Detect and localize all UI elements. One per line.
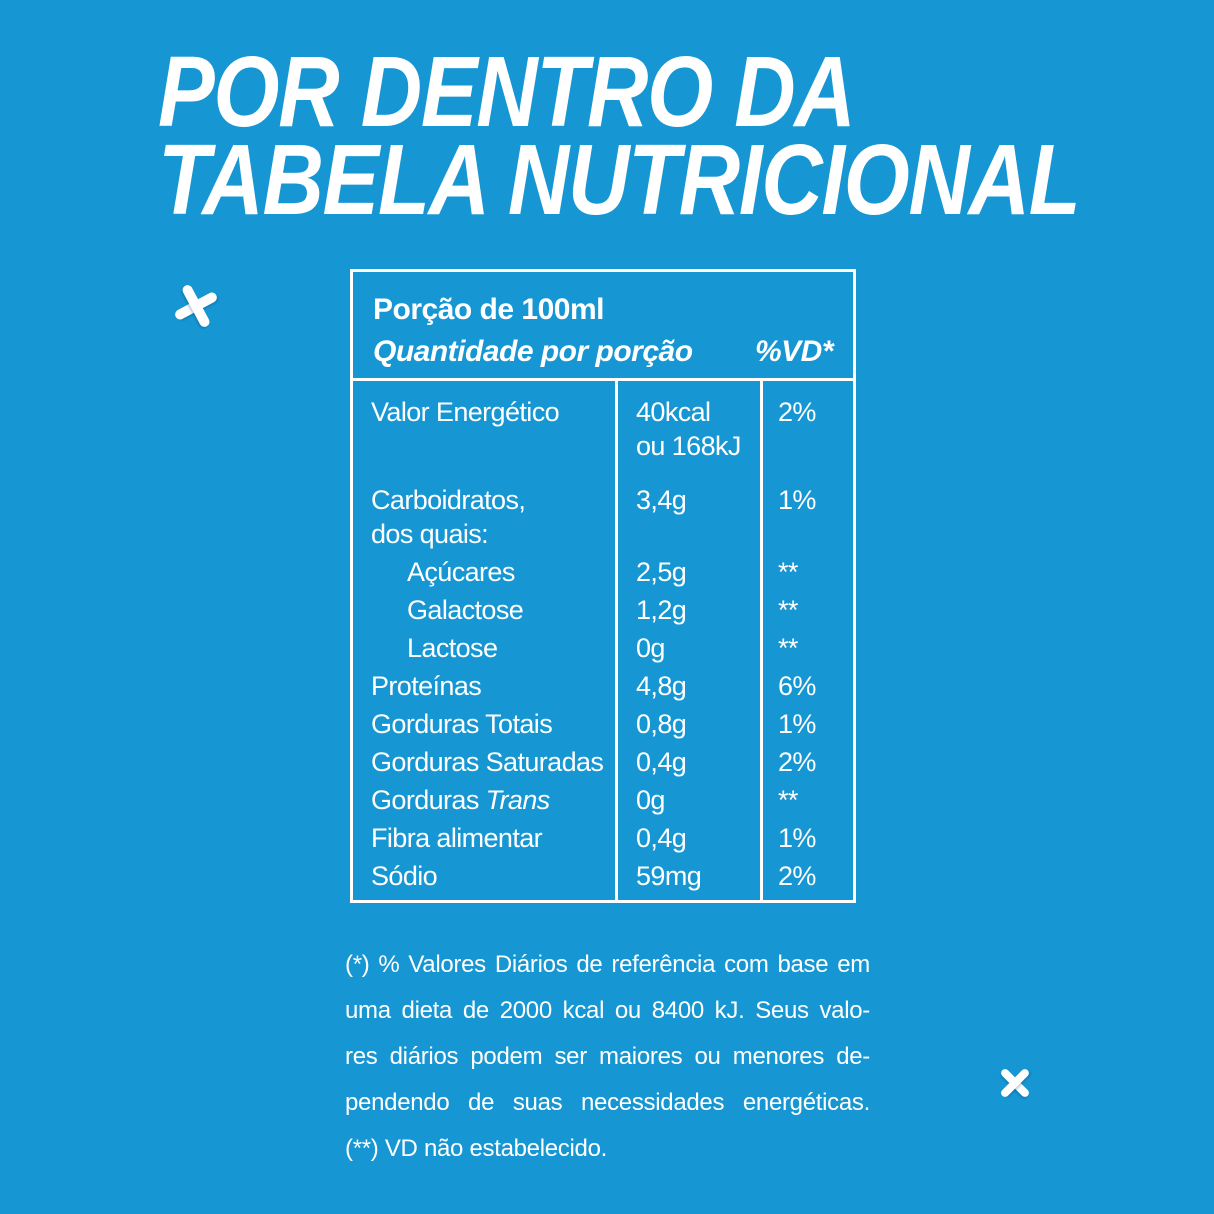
table-row: Valor Energético 40kcal ou 168kJ 2% [353, 395, 853, 463]
nutrient-name: Galactose [407, 595, 524, 625]
nutrient-quantity: 1,2g [636, 595, 687, 625]
table-row: Lactose 0g ** [353, 631, 853, 665]
nutrient-daily-value: ** [778, 785, 798, 815]
nutrient-daily-value: 2% [778, 747, 816, 777]
table-row: Carboidratos, dos quais: 3,4g 1% [353, 483, 853, 551]
nutrient-quantity: 40kcal ou 168kJ [636, 397, 741, 461]
nutrient-daily-value: 2% [778, 861, 816, 891]
nutrient-daily-value: 2% [778, 397, 816, 427]
nutrient-name: Gorduras Trans [371, 785, 550, 815]
nutrient-daily-value: 6% [778, 671, 816, 701]
footnote-line: uma dieta de 2000 kcal ou 8400 kJ. Seus … [345, 997, 870, 1024]
table-body: Valor Energético 40kcal ou 168kJ 2% Carboidr… [353, 381, 853, 900]
cross-icon [997, 1065, 1033, 1101]
footnote: (*) % Valores Diários de referência com … [345, 942, 870, 1172]
footnote-line: res diários podem ser maiores ou menores… [345, 1043, 870, 1070]
column-divider [760, 381, 763, 900]
footnote-line: (*) % Valores Diários de referência com … [345, 951, 870, 978]
nutrient-daily-value: 1% [778, 709, 816, 739]
nutrient-name: Gorduras Saturadas [371, 747, 604, 777]
column-header-vd: %VD* [754, 335, 834, 368]
column-divider [615, 381, 618, 900]
nutrient-name: Lactose [407, 633, 498, 663]
table-row: Fibra alimentar 0,4g 1% [353, 821, 853, 855]
table-row: Galactose 1,2g ** [353, 593, 853, 627]
nutrient-daily-value: ** [778, 557, 798, 587]
nutrient-quantity: 0g [636, 633, 665, 663]
column-header-quantity: Quantidade por porção [373, 335, 693, 368]
table-row: Gorduras Saturadas 0,4g 2% [353, 745, 853, 779]
title-line-1: POR DENTRO DA [158, 36, 856, 148]
nutrient-quantity: 0,4g [636, 747, 687, 777]
nutrient-daily-value: ** [778, 633, 798, 663]
footnote-line: pendendo de suas necessidades energética… [345, 1089, 870, 1116]
nutrient-quantity: 0,8g [636, 709, 687, 739]
nutrient-quantity: 3,4g [636, 485, 687, 515]
nutrient-daily-value: 1% [778, 485, 816, 515]
nutrient-name: Carboidratos, dos quais: [371, 485, 526, 549]
title-line-2: TABELA NUTRICIONAL [158, 124, 1081, 236]
table-row: Sódio 59mg 2% [353, 859, 853, 893]
nutrient-name: Sódio [371, 861, 438, 891]
table-row: Gorduras Trans 0g ** [353, 783, 853, 817]
nutrient-daily-value: ** [778, 595, 798, 625]
nutrient-name: Açúcares [407, 557, 515, 587]
nutrient-quantity: 2,5g [636, 557, 687, 587]
nutrition-table: Porção de 100ml Quantidade por porção %V… [350, 269, 856, 903]
page-title: POR DENTRO DA TABELA NUTRICIONAL [158, 36, 1214, 236]
serving-size-label: Porção de 100ml [373, 293, 604, 326]
nutrient-quantity: 0,4g [636, 823, 687, 853]
nutrient-quantity: 0g [636, 785, 665, 815]
nutrient-quantity: 4,8g [636, 671, 687, 701]
table-header: Porção de 100ml Quantidade por porção %V… [353, 272, 853, 381]
nutrient-name: Valor Energético [371, 397, 560, 427]
column-headers: Quantidade por porção %VD* [373, 335, 834, 369]
footnote-line: (**) VD não estabelecido. [345, 1135, 607, 1162]
nutrient-name: Proteínas [371, 671, 482, 701]
nutrient-name: Fibra alimentar [371, 823, 543, 853]
table-row: Proteínas 4,8g 6% [353, 669, 853, 703]
nutrient-name: Gorduras Totais [371, 709, 553, 739]
table-row: Açúcares 2,5g ** [353, 555, 853, 589]
nutrient-daily-value: 1% [778, 823, 816, 853]
table-row: Gorduras Totais 0,8g 1% [353, 707, 853, 741]
nutrient-quantity: 59mg [636, 861, 702, 891]
cross-icon [172, 282, 220, 330]
